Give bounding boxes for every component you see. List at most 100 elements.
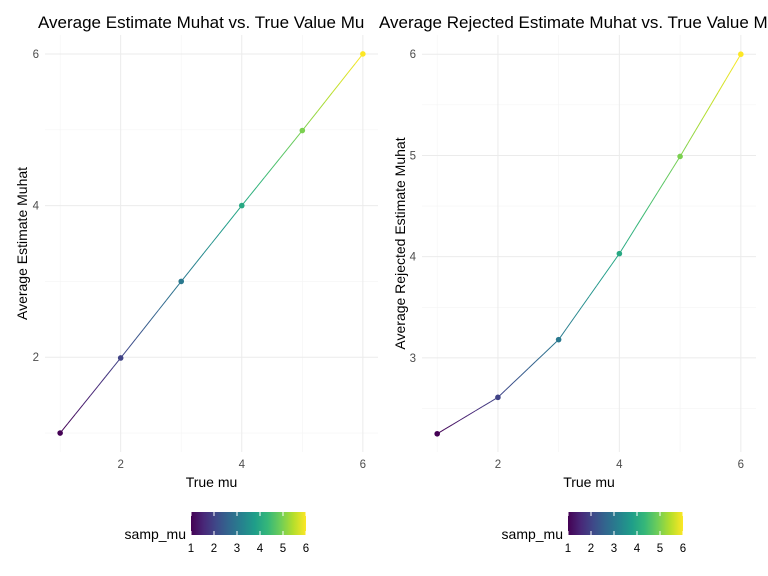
left-line-segment [279,148,288,159]
right-line-segment [505,382,514,391]
left-colorbar-tick-label: 4 [257,543,264,555]
right-colorbar-tick-label: 2 [588,543,594,555]
right-line-segment [596,274,605,287]
right-y-tick-label: 3 [410,353,416,365]
right-line-segment [717,79,727,93]
right-colorbar-tick-label: 4 [634,543,641,555]
right-line-segment [520,368,529,377]
left-line-segment [286,139,296,150]
left-line-segment [74,404,84,415]
left-line-segment [203,243,212,254]
left-colorbar [191,512,306,535]
right-line-segment [512,375,522,384]
left-line-segment [97,376,106,387]
right-data-point [738,51,744,58]
left-line-segment [90,385,99,396]
right-legend-title: samp_mu [502,526,563,542]
left-line-segment [82,395,91,406]
left-line-segment [264,167,273,178]
left-colorbar-tick-label: 5 [280,543,286,555]
left-data-point [117,355,124,361]
left-line-segment [158,300,167,311]
right-data-point [616,250,623,257]
right-y-axis-label: Average Rejected Estimate Muhat [392,137,408,349]
left-x-tick-label: 4 [239,459,246,471]
right-line-segment [565,317,575,330]
left-line-segment [324,91,333,103]
right-title-group: Average Rejected Estimate Muhat vs. True… [379,13,768,32]
left-y-tick-label: 6 [33,49,39,61]
right-y-tick-label: 5 [410,150,416,162]
right-line-segment [581,296,590,308]
left-line-segment [105,367,114,378]
left-line-segment [271,158,281,169]
left-line-segment [195,252,205,263]
right-line-segment [527,360,537,369]
left-line-segment [317,101,326,112]
right-line-segment [452,419,461,426]
left-colorbar-tick-label: 1 [188,543,194,555]
right-line-segment [444,424,453,430]
right-data-point [677,153,683,160]
right-line-segment [535,353,544,362]
right-line-segment [588,285,597,297]
right-line-segment [649,192,658,206]
right-x-axis-label: True mu [563,474,615,490]
right-line-segment [573,307,582,319]
left-gridlines [45,35,378,452]
left-line-segment [165,290,175,301]
left-colorbar-tick-label: 3 [234,543,240,555]
right-line-segment [694,117,704,132]
left-line-segment [67,413,76,424]
left-line-segment [150,309,159,321]
right-legend: samp_mu1 2 3 4 5 6 [502,512,686,555]
right-x-tick-label: 2 [495,459,501,471]
left-colorbar-tick-label: 2 [211,543,217,555]
left-line-segment [309,111,318,122]
left-legend-title: samp_mu [125,526,186,542]
left-legend: samp_mu1 2 3 4 5 6 [125,512,309,555]
left-data-point [238,202,245,209]
right-data-point [495,394,501,401]
right-x-tick-label: 6 [738,459,744,471]
right-colorbar-tick-label: 3 [611,543,617,555]
left-line-segment [256,177,265,188]
left-data-point [299,127,306,134]
left-data-point [178,278,185,285]
right-line-segment [641,204,651,218]
left-y-tick-label: 2 [33,352,39,364]
right-line-segment [482,401,491,407]
left-chart-title: Average Estimate Muhat vs. True Value Mu [38,13,364,32]
right-colorbar [568,512,683,535]
right-chart-panel: 2 4 6 3 4 5 6 True mu Average Rejected Estimate … [379,13,768,555]
left-colorbar-tick-label: 6 [303,543,309,555]
left-x-tick-label: 6 [360,459,366,471]
right-line-segment [702,105,711,119]
left-x-axis-label: True mu [186,474,238,490]
right-line-segment [664,168,673,182]
right-chart-title: Average Rejected Estimate Muhat vs. True… [379,13,768,32]
left-line-segment [188,262,197,273]
right-line-segment [626,229,635,242]
right-line-segment [543,346,552,355]
left-line-segment [332,82,341,93]
right-colorbar-tick-label: 1 [565,543,571,555]
right-gridlines [422,35,756,452]
left-line-segment [142,319,152,330]
left-line-segment [135,328,144,340]
left-data-point [360,51,366,57]
right-colorbar-tick-label: 6 [680,543,686,555]
right-line-segment [710,92,719,106]
left-data-point [57,430,63,436]
right-data-point [434,430,440,437]
left-line-segment [218,224,228,235]
left-title-group: Average Estimate Muhat vs. True Value Mu [38,13,364,32]
right-line-segment [474,406,483,412]
right-x-tick-label: 4 [616,459,623,471]
left-line-segment [339,72,349,83]
left-line-segment [347,63,356,74]
right-line-segment [467,410,476,416]
left-x-tick-label: 2 [117,459,123,471]
right-line-segment [687,130,696,144]
